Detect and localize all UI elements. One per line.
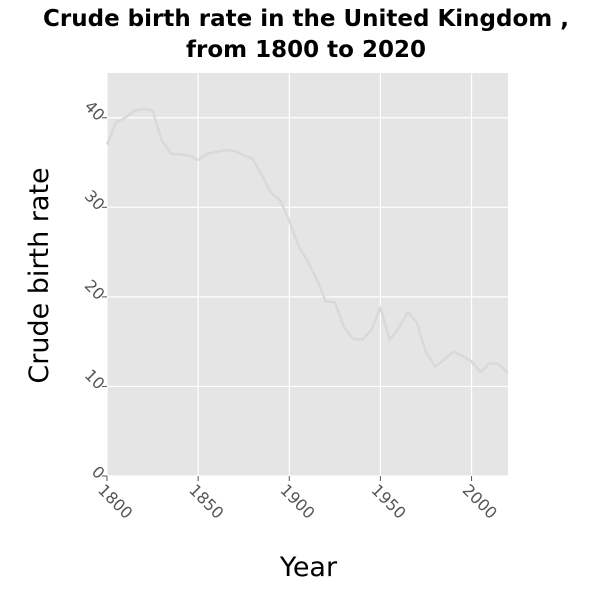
- y-tick-label: 30: [81, 186, 109, 214]
- x-tick-label: 1850: [185, 480, 227, 522]
- y-tick-label: 40: [81, 97, 109, 125]
- x-axis-label: Year: [279, 552, 338, 583]
- x-tick-label: 1800: [94, 480, 136, 522]
- y-tick-label: 20: [81, 276, 109, 304]
- y-axis-ticks: 0 10 20 30 40: [81, 97, 109, 483]
- x-axis-ticks: 1800 1850 1900 1950 2000: [94, 476, 501, 523]
- x-tick-label: 1900: [276, 480, 318, 522]
- y-tick-label: 0: [88, 462, 109, 483]
- chart-subtitle: from 1800 to 2020: [186, 37, 426, 63]
- plot-background: [107, 73, 508, 476]
- chart-title: Crude birth rate in the United Kingdom ,: [43, 6, 569, 32]
- series-line: [105, 107, 509, 374]
- x-tick-label: 2000: [459, 480, 501, 522]
- y-axis-label: Crude birth rate: [24, 167, 55, 383]
- grid-lines: [106, 73, 508, 477]
- x-tick-label: 1950: [368, 480, 410, 522]
- y-tick-label: 10: [81, 365, 109, 393]
